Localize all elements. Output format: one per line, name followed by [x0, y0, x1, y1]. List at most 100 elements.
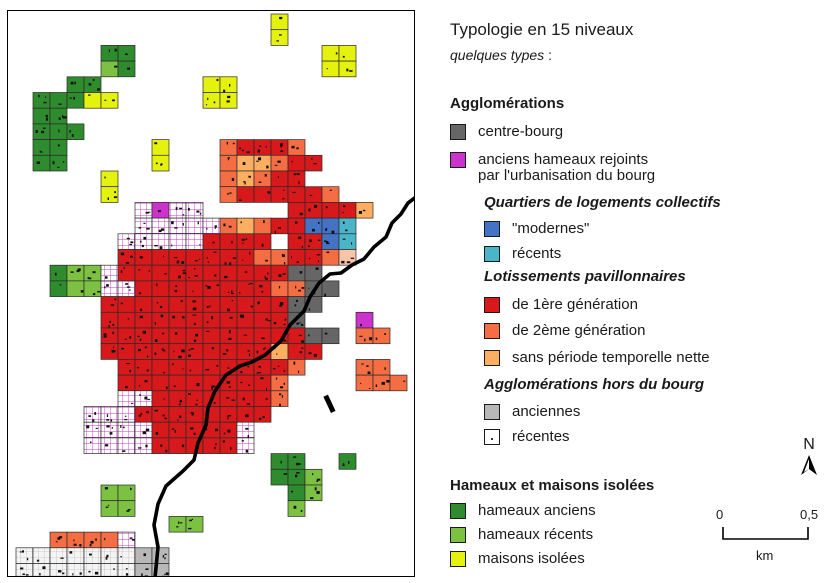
building-mark: [278, 274, 282, 277]
building-mark: [143, 222, 146, 224]
cell-lotissement-gen1: [168, 296, 187, 313]
building-mark: [62, 161, 65, 163]
swatch-maisons-isolees: [450, 551, 466, 567]
cell-lotissement-gen1: [287, 343, 306, 360]
cell-lotissement-gen1: [202, 327, 221, 345]
cell-hameau-ancien: [287, 484, 306, 502]
building-mark: [247, 365, 250, 368]
cell-lotissement-gen1: [236, 374, 255, 392]
cell-lotissement-gen1: [236, 249, 255, 266]
building-mark: [279, 302, 284, 306]
building-mark: [182, 272, 187, 275]
cell-centre-bourg: [321, 327, 340, 345]
cell-hors-bourg-recente: [100, 563, 119, 576]
building-mark: [249, 282, 253, 285]
building-mark: [120, 302, 123, 305]
building-mark: [257, 302, 260, 305]
building-mark: [331, 230, 335, 234]
building-mark: [172, 363, 174, 366]
building-mark: [92, 271, 96, 274]
building-mark: [199, 258, 201, 260]
building-mark: [296, 472, 300, 474]
building-mark: [212, 241, 215, 244]
building-mark: [127, 67, 131, 70]
cell-lotissement-gen1: [168, 280, 187, 297]
building-mark: [278, 286, 281, 289]
building-mark: [39, 573, 41, 576]
cell-hameau-ancien: [100, 45, 119, 62]
building-mark: [103, 333, 107, 335]
cell-lotissement-gen1: [287, 202, 306, 219]
building-mark: [310, 497, 314, 500]
building-mark: [42, 566, 46, 570]
building-mark: [19, 551, 22, 553]
building-mark: [281, 395, 283, 398]
section-hameaux: Hameaux et maisons isolées: [450, 477, 655, 494]
cell-lotissement-gen1: [168, 390, 187, 407]
cell-lotissement-gen1: [185, 249, 204, 266]
cell-hameau-ancien: [287, 453, 306, 470]
cell-grid-pattern: [134, 217, 153, 235]
cell-lotissement-gen1: [321, 202, 340, 219]
building-mark: [192, 314, 197, 316]
cell-lotissement-gen1: [236, 390, 255, 407]
building-mark: [138, 269, 141, 271]
cell-lotissement-gen1: [219, 327, 238, 345]
building-mark: [154, 352, 157, 355]
swatch-gen2: [484, 323, 500, 339]
building-mark: [243, 334, 248, 336]
cell-lotissement-gen1: [253, 327, 272, 345]
building-mark: [142, 330, 146, 334]
cell-grid-pattern: [100, 406, 119, 423]
cell-lotissement-gen1: [117, 264, 136, 282]
building-mark: [188, 349, 191, 351]
building-mark: [274, 230, 276, 234]
building-mark: [257, 149, 261, 153]
building-mark: [230, 447, 232, 450]
cell-hameau-ancien: [49, 139, 68, 156]
building-mark: [179, 399, 182, 403]
swatch-sans-periode: [484, 350, 500, 366]
building-mark: [176, 526, 179, 528]
building-mark: [283, 370, 286, 372]
building-mark: [188, 207, 190, 211]
building-mark: [90, 441, 92, 443]
building-mark: [139, 256, 143, 259]
cell-grid-pattern: [83, 437, 102, 454]
building-mark: [325, 206, 328, 209]
building-mark: [280, 460, 282, 464]
building-mark: [63, 116, 67, 119]
building-mark: [276, 353, 278, 355]
building-mark: [163, 255, 164, 257]
cell-lotissement-gen1: [219, 311, 238, 329]
cell-lotissement-gen1: [270, 296, 289, 313]
building-mark: [192, 300, 196, 303]
building-mark: [296, 173, 300, 176]
cell-lotissement-gen2: [372, 374, 391, 392]
building-mark: [189, 519, 192, 522]
building-mark: [280, 150, 284, 152]
building-mark: [213, 402, 216, 405]
building-mark: [265, 318, 268, 321]
building-mark: [227, 158, 229, 161]
cell-lotissement-gen2: [321, 249, 340, 266]
cell-hors-bourg-ancienne: [151, 547, 170, 564]
map-panel[interactable]: [7, 10, 415, 577]
cell-lotissement-gen1: [219, 437, 238, 454]
building-mark: [126, 237, 130, 240]
building-mark: [142, 431, 146, 435]
building-mark: [94, 412, 97, 415]
building-mark: [199, 244, 201, 246]
building-mark: [240, 314, 244, 318]
cell-lotissement-gen1: [304, 249, 323, 266]
building-mark: [190, 412, 194, 414]
building-mark: [164, 573, 166, 576]
building-mark: [180, 300, 183, 302]
scale-line: [722, 527, 809, 540]
building-mark: [139, 394, 141, 396]
cell-maison-isolee: [270, 13, 289, 31]
building-mark: [248, 175, 251, 178]
north-arrow-icon: [801, 455, 817, 475]
cell-ancien-hameau: [355, 311, 374, 329]
cell-lotissement-gen1: [253, 186, 272, 203]
